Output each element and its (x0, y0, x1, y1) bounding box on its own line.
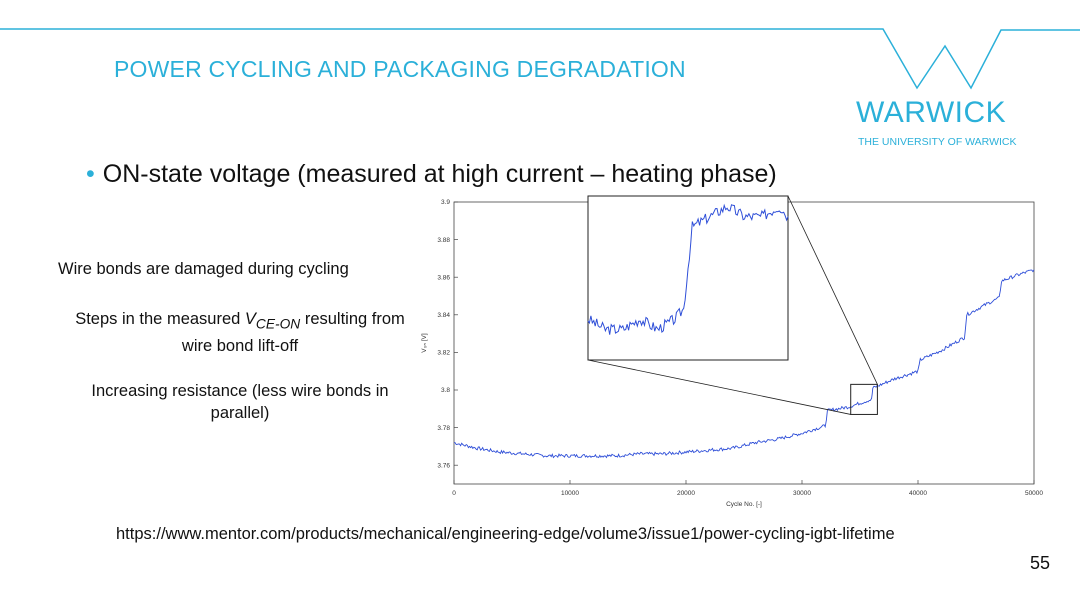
y-tick-label: 3.78 (437, 425, 450, 432)
university-logo: WARWICK (856, 96, 1007, 129)
x-tick-label: 40000 (909, 490, 927, 497)
y-tick-label: 3.8 (441, 387, 450, 394)
y-axis-label: V₀ₙ [V] (421, 333, 428, 353)
von-chart: 0 10000 20000 30000 40000 50000 3.76 3.78 3.8 3.8… (421, 195, 1043, 508)
x-axis-label: Cycle No. [-] (726, 501, 762, 508)
note-steps-prefix: Steps in the measured (75, 310, 245, 328)
bullet-text: ON-state voltage (measured at high curre… (102, 160, 777, 188)
university-logo-subtitle: THE UNIVERSITY OF WARWICK (858, 136, 1017, 148)
connector-line (787, 195, 878, 385)
note-resistance: Increasing resistance (less wire bonds i… (91, 382, 389, 422)
x-tick-label: 20000 (677, 490, 695, 497)
source-url[interactable]: https://www.mentor.com/products/mechanic… (116, 525, 895, 543)
inset-series-line (587, 203, 789, 335)
inset-frame (587, 195, 789, 361)
x-tick-label: 10000 (561, 490, 579, 497)
note-steps-suffix: resulting from wire bond lift-off (181, 310, 405, 356)
page-number: 55 (1030, 553, 1051, 573)
x-tick-label: 50000 (1025, 490, 1043, 497)
x-tick-label: 30000 (793, 490, 811, 497)
bullet-icon: • (86, 160, 95, 188)
header-line (0, 28, 1080, 90)
connector-line (587, 359, 851, 415)
bullet-point: • ON-state voltage (measured at high curr… (86, 160, 777, 189)
zoom-box (850, 383, 878, 415)
y-tick-label: 3.86 (437, 274, 450, 281)
series-line (454, 269, 1035, 459)
y-tick-label: 3.88 (437, 237, 450, 244)
y-tick-label: 3.76 (437, 462, 450, 469)
y-tick-label: 3.9 (441, 199, 450, 206)
slide-title: POWER CYCLING AND PACKAGING DEGRADATION (114, 56, 686, 82)
note-wire-bonds: Wire bonds are damaged during cycling (58, 260, 349, 278)
note-steps: Steps in the measured VCE-ON resulting f… (70, 308, 410, 357)
y-tick-label: 3.82 (437, 350, 450, 357)
note-steps-symbol: V (244, 310, 256, 328)
y-tick-label: 3.84 (437, 312, 450, 319)
note-steps-subscript: CE-ON (255, 316, 301, 332)
x-tick-label: 0 (452, 490, 456, 497)
